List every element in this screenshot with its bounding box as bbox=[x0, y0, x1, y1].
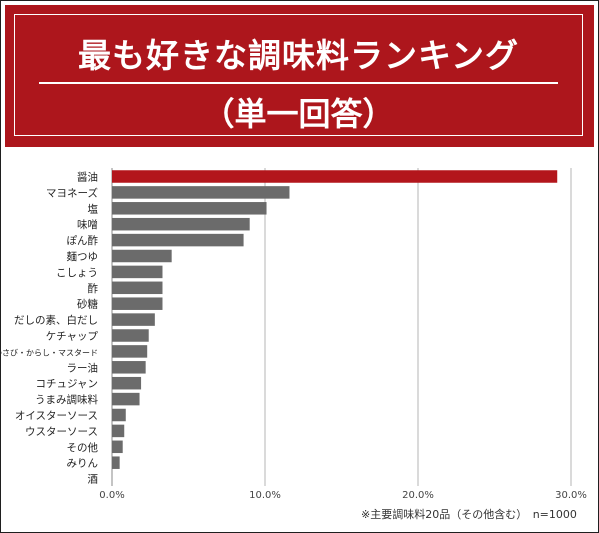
x-tick-label: 10.0% bbox=[249, 490, 281, 501]
category-label: 味噌 bbox=[77, 218, 98, 231]
bar bbox=[112, 440, 123, 454]
bar bbox=[112, 281, 163, 295]
category-label: うまみ調味料 bbox=[35, 393, 98, 406]
category-label: 麺つゆ bbox=[67, 250, 99, 263]
title-divider bbox=[39, 82, 558, 84]
bar bbox=[112, 249, 172, 263]
bar bbox=[112, 361, 146, 374]
category-label: ラー油 bbox=[67, 361, 99, 374]
category-label: 塩 bbox=[88, 202, 99, 215]
bar bbox=[112, 408, 126, 422]
category-label: コチュジャン bbox=[36, 378, 98, 390]
category-label: マヨネーズ bbox=[46, 186, 98, 199]
category-label: 醤油 bbox=[77, 171, 98, 184]
category-label: ウスターソース bbox=[25, 426, 98, 438]
x-tick-label: 30.0% bbox=[555, 490, 587, 501]
x-tick-label: 0.0% bbox=[99, 490, 124, 501]
bar bbox=[112, 170, 558, 183]
category-label: みりん bbox=[67, 458, 99, 470]
chart-title: 最も好きな調味料ランキング bbox=[77, 36, 519, 75]
bar bbox=[112, 202, 267, 215]
category-label: 酢 bbox=[88, 282, 99, 295]
header-banner: 最も好きな調味料ランキング （単一回答） bbox=[5, 5, 594, 147]
bar bbox=[112, 265, 163, 279]
bar bbox=[112, 186, 290, 199]
category-label: こしょう bbox=[56, 267, 98, 279]
category-label: オイスターソース bbox=[15, 410, 98, 422]
bar bbox=[112, 217, 250, 231]
footnote: ※主要調味料20品（その他含む） n=1000 bbox=[361, 508, 577, 521]
category-label: だしの素、白だし bbox=[14, 314, 98, 327]
bar bbox=[112, 456, 120, 469]
category-label: わさび・からし・マスタード bbox=[0, 348, 98, 357]
bar bbox=[112, 313, 155, 326]
bar bbox=[112, 424, 125, 438]
bar bbox=[112, 297, 163, 310]
chart-subtitle: （単一回答） bbox=[202, 95, 395, 133]
x-tick-label: 20.0% bbox=[402, 490, 434, 501]
bar bbox=[112, 345, 148, 358]
bar bbox=[112, 376, 142, 390]
bar bbox=[112, 233, 244, 247]
category-label: 砂糖 bbox=[77, 298, 98, 311]
category-label: ケチャップ bbox=[46, 331, 99, 343]
bar bbox=[112, 392, 140, 406]
category-label: その他 bbox=[67, 441, 99, 454]
header-border: 最も好きな調味料ランキング （単一回答） bbox=[14, 14, 583, 136]
category-label: ぽん酢 bbox=[67, 234, 99, 247]
category-label: 酒 bbox=[88, 473, 99, 486]
bar bbox=[112, 329, 149, 342]
